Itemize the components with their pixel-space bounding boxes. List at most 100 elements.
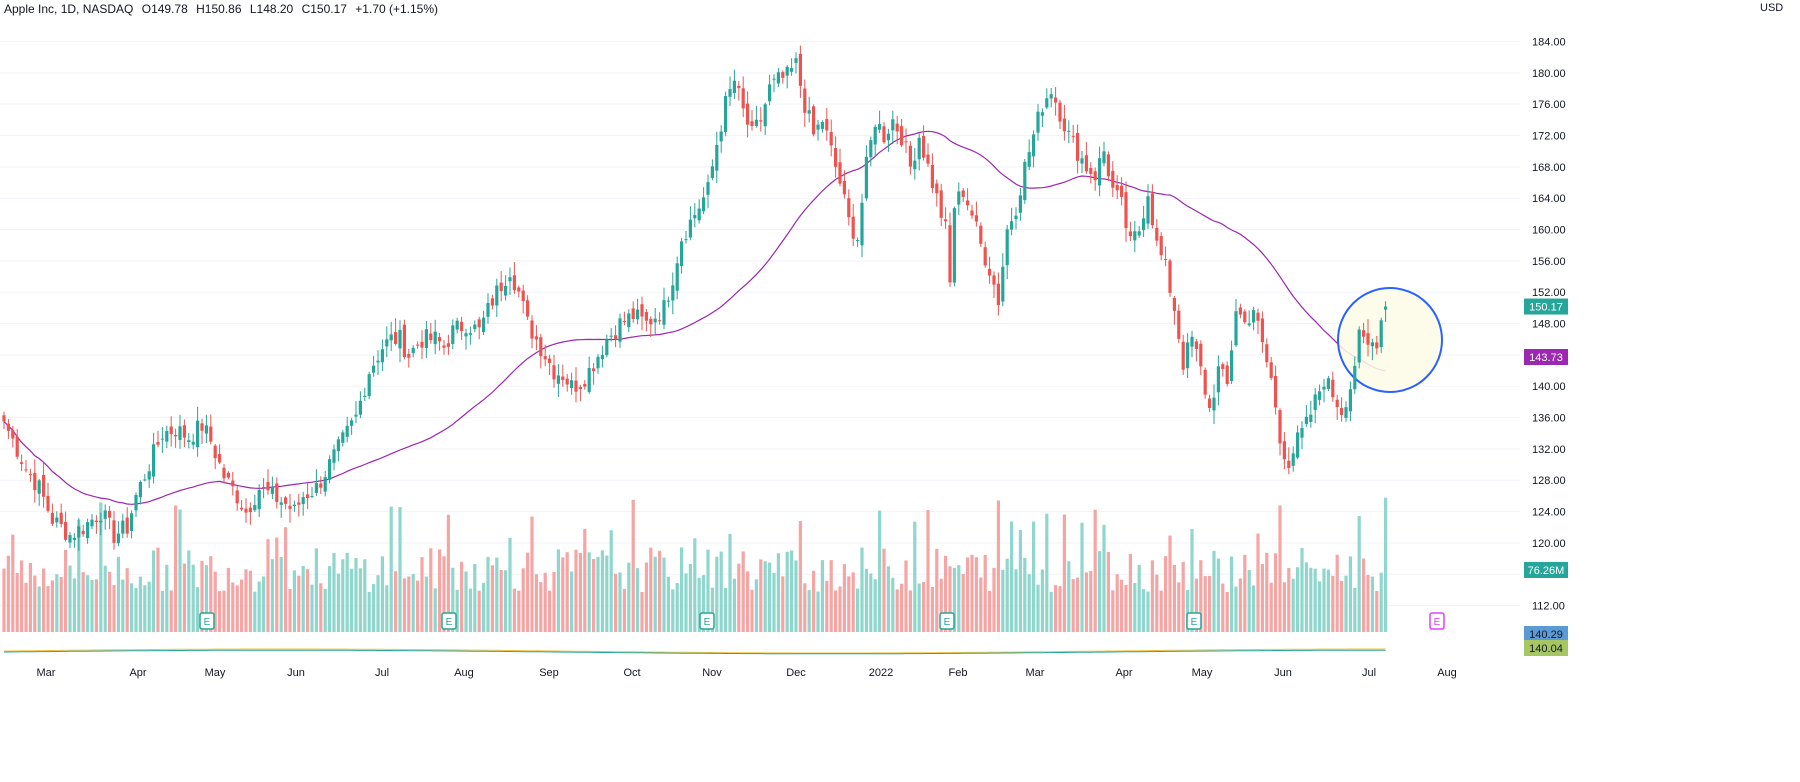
candle[interactable] bbox=[209, 414, 213, 445]
candle[interactable] bbox=[970, 204, 974, 219]
candle[interactable] bbox=[275, 477, 279, 509]
candle[interactable] bbox=[1067, 120, 1071, 144]
candle[interactable] bbox=[1005, 224, 1009, 280]
candle[interactable] bbox=[1353, 356, 1357, 394]
candle[interactable] bbox=[147, 464, 151, 488]
candle[interactable] bbox=[719, 125, 723, 153]
earnings-badge[interactable]: E bbox=[199, 612, 215, 630]
candle[interactable] bbox=[1106, 151, 1110, 182]
candle[interactable] bbox=[1098, 146, 1102, 197]
candle[interactable] bbox=[583, 380, 587, 390]
candle[interactable] bbox=[785, 64, 789, 89]
candle[interactable] bbox=[1164, 246, 1168, 267]
candle[interactable] bbox=[904, 128, 908, 153]
candle[interactable] bbox=[666, 296, 670, 308]
candle[interactable] bbox=[1340, 397, 1344, 422]
candle[interactable] bbox=[1010, 207, 1014, 236]
candle[interactable] bbox=[279, 496, 283, 518]
candle[interactable] bbox=[240, 500, 244, 512]
candle[interactable] bbox=[891, 110, 895, 145]
candle[interactable] bbox=[372, 355, 376, 377]
upcoming-earnings-badge[interactable]: E bbox=[1429, 612, 1445, 630]
candle[interactable] bbox=[336, 436, 340, 462]
candle[interactable] bbox=[939, 183, 943, 227]
candle[interactable] bbox=[187, 433, 191, 449]
candle[interactable] bbox=[917, 133, 921, 171]
candle[interactable] bbox=[776, 67, 780, 87]
candle[interactable] bbox=[1379, 317, 1383, 353]
candle[interactable] bbox=[1230, 340, 1234, 384]
candle[interactable] bbox=[710, 159, 714, 181]
candle[interactable] bbox=[1190, 330, 1194, 358]
candle[interactable] bbox=[191, 433, 195, 450]
candle[interactable] bbox=[108, 506, 112, 530]
candle[interactable] bbox=[1260, 311, 1264, 353]
candle[interactable] bbox=[1269, 357, 1273, 381]
candle[interactable] bbox=[1124, 181, 1128, 242]
candle[interactable] bbox=[402, 319, 406, 360]
candle[interactable] bbox=[182, 419, 186, 448]
candle[interactable] bbox=[1357, 326, 1361, 369]
candle[interactable] bbox=[1133, 220, 1137, 253]
candle[interactable] bbox=[314, 469, 318, 496]
candle[interactable] bbox=[675, 256, 679, 300]
candle[interactable] bbox=[1287, 447, 1291, 475]
candle[interactable] bbox=[684, 231, 688, 244]
candle[interactable] bbox=[1120, 177, 1124, 206]
candle[interactable] bbox=[433, 319, 437, 355]
candle[interactable] bbox=[1084, 142, 1088, 174]
candle[interactable] bbox=[319, 476, 323, 495]
candle[interactable] bbox=[363, 387, 367, 401]
candle[interactable] bbox=[257, 484, 261, 518]
candle[interactable] bbox=[618, 313, 622, 348]
candle[interactable] bbox=[737, 81, 741, 101]
candle[interactable] bbox=[460, 316, 464, 340]
candle[interactable] bbox=[636, 298, 640, 325]
candle[interactable] bbox=[297, 493, 301, 517]
candle[interactable] bbox=[438, 332, 442, 351]
candle[interactable] bbox=[389, 321, 393, 352]
candle[interactable] bbox=[653, 307, 657, 336]
candle[interactable] bbox=[244, 498, 248, 523]
candle[interactable] bbox=[834, 136, 838, 178]
candle[interactable] bbox=[534, 325, 538, 351]
candle[interactable] bbox=[878, 110, 882, 134]
candle[interactable] bbox=[794, 52, 798, 74]
candle[interactable] bbox=[552, 354, 556, 388]
candle[interactable] bbox=[455, 317, 459, 334]
candle[interactable] bbox=[869, 136, 873, 167]
candle[interactable] bbox=[1150, 184, 1154, 229]
candle[interactable] bbox=[134, 492, 138, 517]
candle[interactable] bbox=[851, 203, 855, 247]
candle[interactable] bbox=[1023, 158, 1027, 204]
candle[interactable] bbox=[1318, 384, 1322, 406]
candle[interactable] bbox=[1115, 175, 1119, 200]
candle[interactable] bbox=[1221, 362, 1225, 377]
candle[interactable] bbox=[587, 356, 591, 394]
candle[interactable] bbox=[807, 96, 811, 123]
candle[interactable] bbox=[20, 454, 24, 472]
candle[interactable] bbox=[367, 371, 371, 400]
candle[interactable] bbox=[1216, 355, 1220, 406]
candle[interactable] bbox=[1049, 87, 1053, 108]
candle[interactable] bbox=[930, 153, 934, 193]
candle[interactable] bbox=[1366, 319, 1370, 357]
candle[interactable] bbox=[1036, 103, 1040, 141]
candle[interactable] bbox=[838, 148, 842, 187]
candle[interactable] bbox=[464, 328, 468, 350]
candle[interactable] bbox=[490, 294, 494, 310]
candle[interactable] bbox=[966, 188, 970, 211]
candle[interactable] bbox=[680, 237, 684, 274]
candle[interactable] bbox=[746, 91, 750, 138]
candle[interactable] bbox=[354, 401, 358, 424]
candle[interactable] bbox=[1142, 205, 1146, 238]
candle[interactable] bbox=[961, 188, 965, 202]
candle[interactable] bbox=[882, 122, 886, 144]
candle[interactable] bbox=[856, 237, 860, 247]
candle[interactable] bbox=[1326, 375, 1330, 392]
candle[interactable] bbox=[829, 119, 833, 157]
candle[interactable] bbox=[530, 315, 534, 349]
candle[interactable] bbox=[310, 487, 314, 499]
candle[interactable] bbox=[429, 322, 433, 344]
candle[interactable] bbox=[196, 406, 200, 457]
